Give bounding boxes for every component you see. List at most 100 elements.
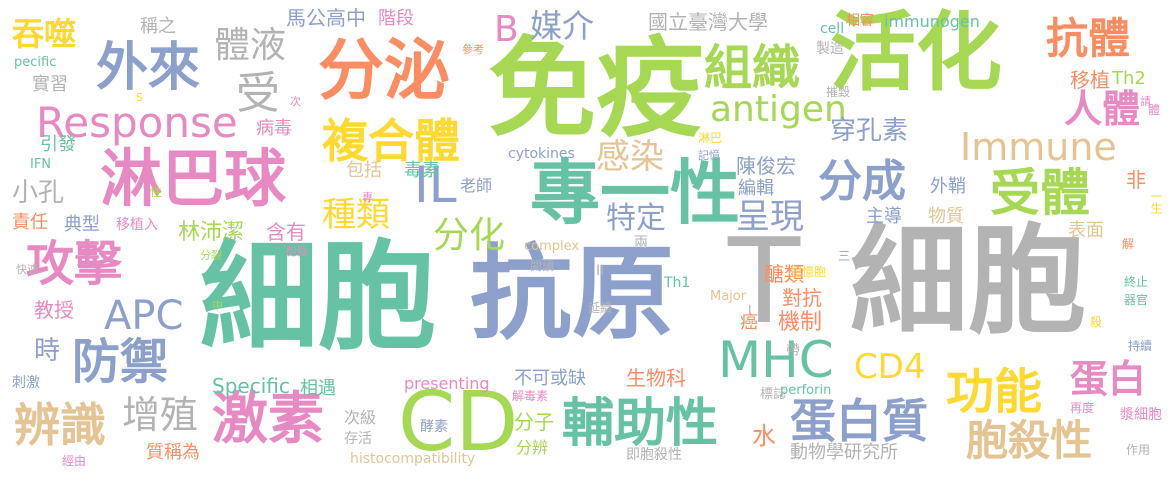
word-shouti: 受體 [990,164,1090,222]
word-waiqiao: 外鞘 [930,176,966,197]
word-ii: II [596,263,605,279]
word-zaidu: 再度 [1070,401,1095,415]
word-laoshi: 老師 [460,176,493,195]
word-zhongzhi: 終止 [1124,275,1149,289]
word-fei: 非 [1126,168,1146,192]
word-response: Response [36,98,238,147]
word-il: IL [414,156,457,214]
word-xiaokong: 小孔 [12,178,65,208]
word-kangti: 抗體 [1046,14,1131,63]
word-histo: histocompatibility [350,451,476,467]
word-ifn: IFN [30,157,52,172]
word-presenting: presenting [404,374,490,393]
word-biaozhi: 標誌 [760,387,787,402]
word-jingyou: 經由 [62,454,87,468]
word-dai: 帶 [786,343,800,359]
word-fenlie: 分裂 [200,249,222,262]
word-ganran: 感染 [596,137,664,177]
word-jizhi: 機制 [778,310,823,335]
word-wuzhi: 物質 [928,206,964,227]
word-ai: 癌 [740,312,758,333]
word-bingdu: 病毒 [256,118,292,139]
word-baokuo: 包括 [346,160,382,181]
word-baoshaxing: 胞殺性 [966,416,1093,465]
word-th1: Th1 [664,275,691,291]
word-fenzi: 分子 [514,410,554,434]
word-t: T [728,212,801,350]
word-chuankongsu: 穿孔素 [830,116,909,146]
word-jiyi: 記憶 [698,149,720,162]
word-complex: complex [524,239,580,254]
word-jiaoshou: 教授 [34,298,74,322]
word-san: 三 [838,249,851,263]
word-cuihui: 摧毀 [826,85,851,99]
word-zhong: 中 [212,299,223,312]
word-dianxing: 典型 [64,214,100,235]
word-chengzhi: 稱之 [140,16,176,37]
word-biaomian: 表面 [1068,220,1104,241]
word-i: I [748,303,752,317]
word-shengwuke: 生物科 [626,366,686,390]
word-jiangxibao: 漿細胞 [1120,407,1162,423]
word-jie: 解 [1122,237,1135,251]
word-yanxu: 延續 [588,301,613,315]
word-sha: 殺 [1090,315,1103,329]
word-immune: Immune [960,125,1117,169]
word-linpeijie: 林沛潔 [178,220,245,245]
word-jibaoshaxing: 即胞殺性 [626,447,682,463]
word-th2: Th2 [1112,68,1146,89]
word-zeren: 責任 [12,212,48,233]
word-apc: APC [104,293,184,339]
word-zengzhi: 增殖 [122,393,199,437]
word-cd4: CD4 [854,347,926,387]
word-zhizao: 製造 [816,41,844,57]
word-mianyi: 免疫 [488,27,705,152]
word-jieduan: 階段 [378,8,414,29]
word-yizhiru: 移植入 [116,217,158,233]
word-zhichengwei: 質稱為 [146,442,200,463]
word-fencheng: 分成 [818,156,906,207]
word-bianji: 編輯 [738,178,774,199]
word-zuoyong: 作用 [1126,443,1151,457]
word-duikang: 對抗 [782,286,822,310]
word-zuzhi: 組織 [704,40,801,96]
word-pecific: pecific [14,55,57,70]
word-cunhuo: 存活 [344,431,372,447]
word-fenhua: 分化 [433,215,506,256]
word-cijiv: 刺激 [12,375,40,391]
word-chengxian: 呈現 [736,197,804,237]
word-huohua: 活化 [830,3,1002,103]
word-specific: Specific [212,374,290,398]
word-gongneng: 功能 [946,364,1043,420]
word-dongwu: 動物學研究所 [790,442,898,463]
word-meijie: 媒介 [530,7,595,45]
word-ci: 次 [290,95,301,108]
word-wailai: 外來 [96,38,201,98]
word-cell: cell [820,21,845,37]
word-yizhi: 移植 [1070,68,1110,92]
word-b: B [494,9,519,50]
word-s: S [136,91,143,104]
word-guoli: 國立臺灣大學 [648,10,768,34]
word-zhonglei: 種類 [322,195,390,235]
word-jiesu: 酵素 [420,419,448,435]
word-immunogen: immunogen [884,12,980,31]
word-zhuanyixing: 專一性 [530,152,740,234]
word-chixu: 持續 [1128,339,1153,353]
word-hanyou: 含有 [266,220,306,244]
word-cd: CD [398,375,519,470]
word-fuheti: 複合體 [322,114,460,168]
word-perforin: perforin [780,383,832,398]
word-antigen: antigen [710,89,847,130]
word-zhuan: 專 [362,191,373,204]
word-qing: 請 [1140,95,1151,108]
word-shixi: 實習 [32,74,68,95]
word-danbaizhi: 蛋白質 [790,394,928,448]
word-bianshi: 辨識 [14,398,106,452]
word-zhudao: 主導 [866,206,902,227]
word-xiangyu: 相遇 [300,378,336,399]
word-dusu: 毒素 [404,160,440,181]
word-major: Major [710,289,747,304]
word-tunshi: 吞噬 [12,15,77,53]
